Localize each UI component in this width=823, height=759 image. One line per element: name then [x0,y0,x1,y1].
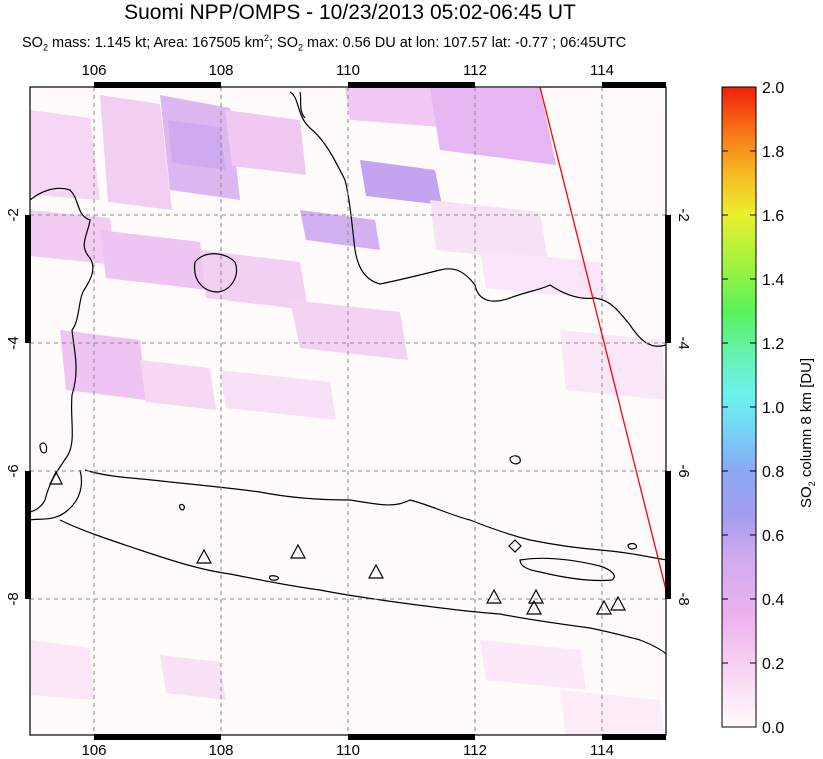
city-marker-icon [508,539,522,553]
lat-tick-label: -8 [5,592,22,605]
colorbar-tick-labels: 2.0 1.8 1.6 1.4 1.2 1.0 0.8 0.6 0.4 0.2 … [762,80,784,737]
volcano-icon [595,599,613,615]
volcano-icon [609,595,627,611]
volcano-icon [195,548,213,564]
volcano-markers [49,470,627,615]
volcano-icon [49,470,63,485]
lon-tick-label: 108 [208,62,233,79]
colorbar-tick-label: 1.6 [762,208,784,225]
lon-tick-label: 112 [463,62,487,79]
colorbar-tick-label: 2.0 [762,80,784,97]
lat-tick-label: -6 [5,464,22,477]
colorbar-tick-label: 1.2 [762,336,784,353]
volcano-icon [367,563,385,579]
map-title: Suomi NPP/OMPS - 10/23/2013 05:02-06:45 … [124,1,576,24]
lon-labels-top: 106 108 110 112 114 [81,62,613,79]
map-subtitle: SO2 mass: 1.145 kt; Area: 167505 km2; SO… [22,33,627,53]
colorbar-tick-label: 1.4 [762,272,784,289]
map-frame [25,82,671,740]
graticule [30,87,666,735]
swath-edge-line [539,86,667,591]
coastlines [30,91,666,655]
volcano-icon [527,588,545,604]
colorbar-label: SO2 column 8 km [DU] [798,357,817,508]
lon-tick-label: 114 [590,62,614,79]
lon-tick-label: 110 [336,62,360,79]
lat-labels-left: -2 -4 -6 -8 [5,208,22,605]
lat-tick-label: -6 [675,464,692,477]
lon-tick-label: 112 [463,742,487,759]
colorbar-tick-label: 1.0 [762,400,784,417]
lon-tick-label: 106 [81,62,106,79]
lon-tick-label: 110 [336,742,360,759]
colorbar-tick-label: 0.0 [762,720,784,737]
colorbar-tick-label: 0.4 [762,592,784,609]
volcano-icon [289,543,307,559]
lon-tick-label: 106 [81,742,106,759]
so2-pixels [30,88,666,735]
lat-labels-right: -2 -4 -6 -8 [675,208,692,605]
lat-tick-label: -2 [5,208,22,221]
colorbar-tick-label: 0.2 [762,656,784,673]
colorbar-tick-label: 0.6 [762,528,784,545]
lon-tick-label: 114 [590,742,614,759]
lat-tick-label: -4 [675,336,692,349]
lon-tick-label: 108 [208,742,233,759]
volcano-icon [485,588,503,604]
volcano-icon [525,599,543,615]
lat-tick-label: -2 [675,208,692,221]
colorbar-tick-label: 1.8 [762,144,784,161]
colorbar-ticks [722,86,756,664]
lat-tick-label: -8 [675,592,692,605]
colorbar-tick-label: 0.8 [762,464,784,481]
lat-tick-label: -4 [5,336,22,349]
lon-labels-bottom: 106 108 110 112 114 [81,742,613,759]
